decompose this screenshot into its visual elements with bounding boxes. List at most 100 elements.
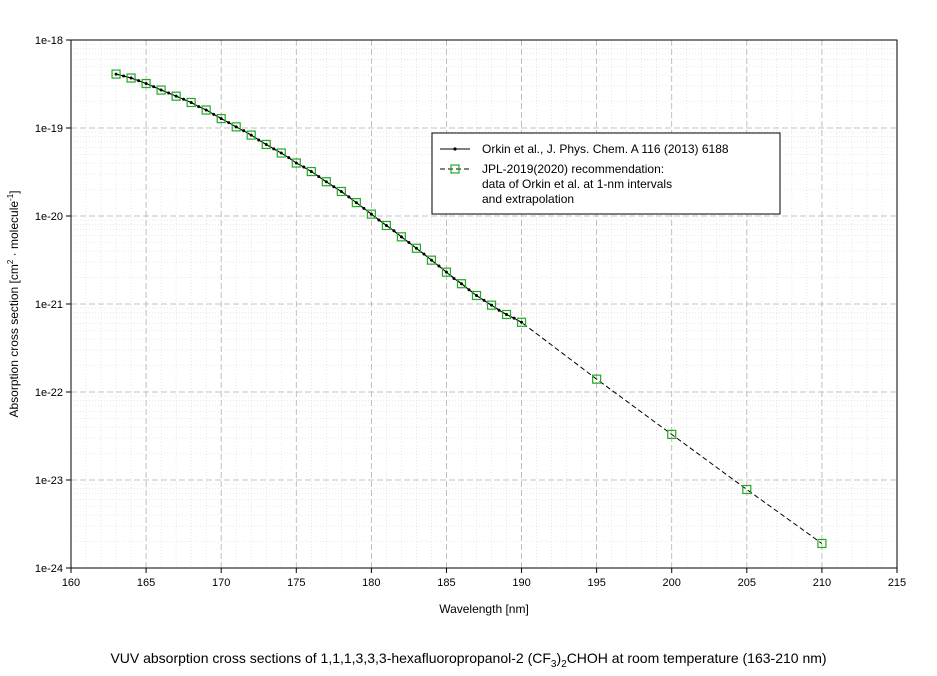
series-jpl-point [156, 85, 166, 95]
y-tick-label: 1e-24 [35, 563, 63, 575]
series-orkin-point [294, 161, 298, 165]
y-label-part-1: Absorption cross section [cm [7, 264, 21, 417]
y-tick-label: 1e-23 [35, 475, 63, 487]
series-orkin-point [144, 82, 148, 86]
legend-label-orkin: Orkin et al., J. Phys. Chem. A 116 (2013… [482, 142, 729, 156]
series-orkin-point [152, 85, 156, 89]
series-orkin-point [339, 189, 343, 193]
series-jpl-point [501, 309, 512, 320]
x-tick-label: 200 [663, 577, 681, 589]
series-orkin-point [287, 156, 291, 160]
series-orkin-point [324, 180, 328, 184]
series-orkin-point [384, 223, 388, 227]
series-orkin-point [174, 94, 178, 98]
series-jpl-point [291, 158, 301, 168]
y-axis-label: Absorption cross section [cm2 · molecule… [6, 190, 21, 417]
x-tick-label: 205 [738, 577, 756, 589]
series-orkin-point [429, 258, 433, 262]
y-tick-label: 1e-22 [35, 387, 63, 399]
series-jpl-point [171, 91, 181, 101]
series-orkin-point [437, 264, 441, 268]
caption-sub-1: 3 [550, 658, 557, 670]
caption-text-3: CHOH at room temperature (163-210 nm) [566, 650, 827, 666]
y-tick-label: 1e-21 [35, 299, 63, 311]
series-orkin-point [272, 147, 276, 151]
series-orkin-point [347, 195, 351, 199]
series-jpl-point [396, 232, 406, 242]
series-jpl-point [667, 429, 677, 439]
series-jpl-point [276, 148, 286, 158]
x-tick-label: 170 [212, 577, 230, 589]
x-tick-label: 165 [137, 577, 155, 589]
series-layer [111, 69, 827, 549]
x-tick-label: 215 [888, 577, 906, 589]
x-axis: 160 165 170 175 180 185 190 195 200 205 210 215 [62, 568, 906, 589]
series-orkin-point [377, 218, 381, 222]
series-orkin-point [369, 212, 373, 216]
series-orkin-point [459, 282, 463, 286]
y-label-part-3: ] [7, 190, 21, 193]
legend-marker-orkin [453, 147, 457, 151]
caption-sub-2: 2 [561, 658, 567, 670]
series-jpl-point [456, 279, 467, 289]
series-orkin-point [219, 117, 223, 121]
y-tick-label: 1e-18 [35, 35, 63, 47]
series-orkin-point [197, 105, 201, 109]
series-jpl-point [351, 197, 361, 208]
legend-label-jpl-1: JPL-2019(2020) recommendation: [482, 162, 664, 176]
series-jpl-point [141, 78, 151, 89]
series-orkin-point [137, 79, 141, 83]
series-orkin-point [182, 97, 186, 101]
series-orkin-point [167, 91, 171, 95]
series-jpl-point [592, 374, 602, 384]
series-jpl-point [261, 139, 271, 150]
series-jpl-point [231, 122, 241, 132]
series-jpl-point [366, 209, 376, 219]
series-jpl-point [201, 105, 211, 115]
y-label-sup-2: -1 [6, 193, 15, 201]
series-orkin-point [452, 276, 456, 280]
series-jpl-point [742, 484, 752, 495]
series-orkin-point [422, 252, 426, 256]
series-orkin-point [444, 270, 448, 274]
series-orkin-point [189, 100, 193, 104]
x-tick-label: 210 [813, 577, 831, 589]
x-tick-label: 185 [437, 577, 455, 589]
caption-text-1: VUV absorption cross sections of 1,1,1,3… [110, 650, 551, 666]
series-orkin-point [362, 206, 366, 210]
legend: Orkin et al., J. Phys. Chem. A 116 (2013… [431, 132, 781, 215]
legend-label-jpl-3: and extrapolation [482, 192, 574, 206]
series-orkin-point [354, 201, 358, 205]
series-orkin-point [234, 125, 238, 129]
x-tick-label: 190 [512, 577, 530, 589]
series-jpl-point [306, 166, 316, 177]
legend-label-jpl-2: data of Orkin et al. at 1-nm intervals [482, 177, 672, 191]
series-orkin-point [279, 151, 283, 155]
series-orkin-point [332, 185, 336, 189]
x-tick-label: 160 [62, 577, 80, 589]
x-tick-label: 175 [287, 577, 305, 589]
x-axis-label: Wavelength [nm] [439, 602, 529, 616]
caption-text-2: ) [556, 650, 562, 666]
x-tick-label: 195 [587, 577, 605, 589]
series-orkin-point [212, 112, 216, 116]
series-jpl-point [426, 255, 437, 265]
series-jpl-point [381, 220, 391, 231]
series-jpl-point [441, 267, 452, 277]
series-orkin-point [482, 298, 486, 302]
series-jpl-point [817, 538, 827, 549]
series-orkin-point [512, 316, 516, 320]
y-tick-label: 1e-19 [35, 123, 63, 135]
series-orkin-point [490, 303, 494, 307]
y-tick-label: 1e-20 [35, 211, 63, 223]
legend-box [431, 132, 781, 215]
figure-caption: VUV absorption cross sections of 1,1,1,3… [0, 650, 937, 670]
series-orkin-point [249, 133, 253, 137]
series-orkin-point [474, 293, 478, 297]
series-orkin-point [520, 320, 524, 324]
series-orkin-point [309, 170, 313, 174]
series-orkin-point [414, 246, 418, 250]
series-jpl-point [336, 186, 346, 197]
series-orkin-point [122, 74, 126, 78]
series-jpl-point [246, 130, 256, 140]
